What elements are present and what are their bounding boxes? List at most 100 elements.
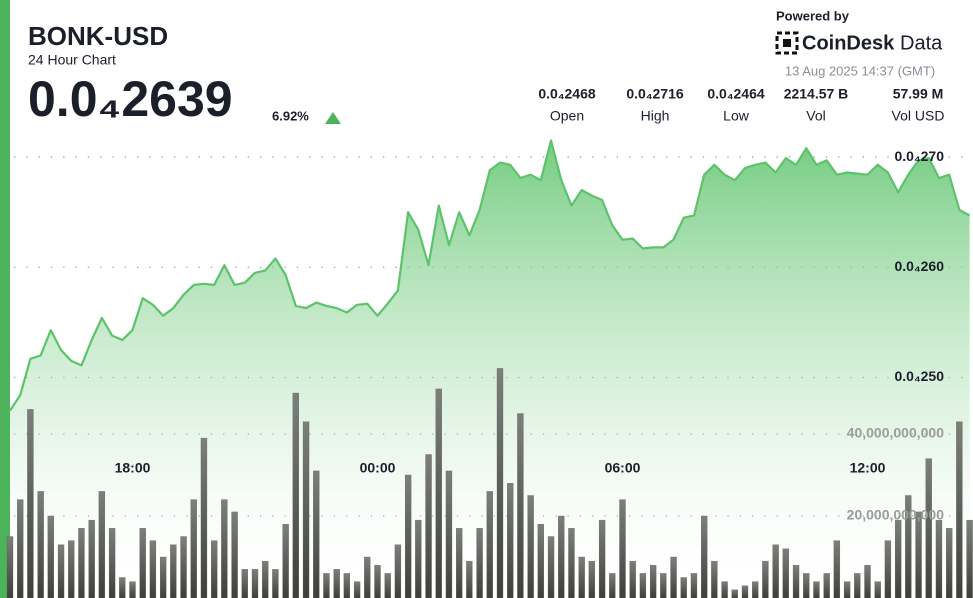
volume-bar: [272, 569, 279, 598]
volume-bar: [711, 560, 718, 598]
volume-bar: [864, 565, 871, 598]
volume-bar: [221, 499, 228, 598]
stat-label: Vol: [806, 108, 825, 124]
volume-bar: [956, 421, 963, 598]
powered-by: Powered by: [776, 8, 850, 23]
volume-bar: [78, 528, 85, 598]
volume-bar: [496, 368, 504, 598]
volume-bar: [68, 540, 75, 598]
volume-bar: [772, 544, 779, 598]
volume-bar: [568, 528, 575, 598]
volume-bar: [415, 519, 422, 598]
volume-bar: [721, 581, 728, 598]
volume-bar: [598, 519, 606, 598]
volume-bar: [262, 560, 269, 598]
volume-bar: [180, 536, 187, 598]
volume-bar: [313, 470, 320, 598]
volume-bar: [935, 519, 943, 598]
accent-bar: [0, 0, 10, 598]
stats: 0.0₄2468 Open 0.0₄2716 High 0.0₄2464 Low 2214.…: [538, 86, 944, 124]
stat-value: 0.0₄2716: [626, 86, 683, 102]
volume-bar: [251, 569, 259, 598]
volume-bar: [149, 540, 157, 598]
volume-bar: [925, 458, 932, 598]
volume-bar: [292, 392, 299, 598]
stat-value: 0.0₄2468: [538, 86, 595, 102]
volume-bar: [343, 573, 351, 598]
stat-value: 2214.57 B: [784, 86, 849, 102]
subtitle: 24 Hour Chart: [28, 52, 116, 68]
volume-bar: [639, 573, 647, 598]
volume-bar: [792, 565, 800, 598]
volume-bar: [394, 544, 402, 598]
volume-bar: [353, 581, 361, 598]
y-tick-label: 0.0₄250: [895, 368, 945, 384]
volume-bar: [466, 560, 473, 598]
volume-bar: [200, 437, 208, 598]
volume-bar: [517, 413, 524, 598]
volume-bar: [425, 454, 432, 598]
volume-bar: [231, 511, 238, 598]
stat-label: Low: [723, 108, 750, 124]
volume-bar: [588, 560, 596, 598]
volume-bar: [670, 556, 677, 598]
volume-bar: [108, 528, 116, 598]
volume-bar: [364, 556, 371, 598]
volume-bar: [537, 524, 544, 598]
volume-bar: [782, 548, 789, 598]
volume-bar: [37, 491, 44, 598]
volume-bar: [507, 483, 514, 598]
volume-bar: [323, 573, 330, 598]
volume-bar: [578, 556, 585, 598]
plot: 0.0₄250 0.0₄260 0.0₄270 20,000,000,000 40,00…: [6, 139, 973, 598]
volume-bar: [47, 515, 54, 598]
volume-bar: [946, 528, 953, 598]
volume-bar: [884, 540, 892, 598]
volume-bar: [547, 536, 555, 598]
volume-bar: [660, 573, 667, 598]
title: BONK-USD: [28, 21, 168, 51]
volume-bar: [752, 581, 759, 598]
volume-bar: [629, 560, 636, 598]
volume-bar: [333, 569, 340, 598]
volume-bar: [129, 581, 136, 598]
up-arrow: [325, 112, 341, 124]
volume-bar: [966, 519, 973, 598]
area: [10, 140, 970, 598]
y2-tick-label: 20,000,000,000: [847, 507, 945, 523]
volume-bar: [445, 470, 453, 598]
axis-labels: 0.0₄250 0.0₄260 0.0₄270 20,000,000,000 40,00…: [115, 148, 945, 523]
volume-bar: [27, 409, 34, 598]
volume-bar: [302, 421, 310, 598]
logo-icon: [775, 31, 799, 55]
volume-bar: [404, 474, 412, 598]
volume-bar: [680, 577, 687, 598]
volume-bar: [159, 556, 167, 598]
volume-bar: [119, 577, 126, 598]
stat-label: Open: [550, 108, 584, 124]
stat-label: Vol USD: [892, 108, 945, 124]
volume-bar: [649, 565, 657, 598]
volume-bar: [894, 519, 902, 598]
volume-bar: [211, 540, 218, 598]
volume-bar: [701, 515, 708, 598]
volume-bar: [98, 491, 106, 598]
volume-bar: [823, 573, 830, 598]
volume-bar: [619, 499, 626, 598]
stat-value: 57.99 M: [893, 86, 944, 102]
volume-bar: [170, 544, 177, 598]
volume-bar: [762, 560, 769, 598]
x-tick-label: 18:00: [115, 460, 151, 476]
y2-tick-label: 40,000,000,000: [847, 425, 945, 441]
volume-bar: [190, 499, 197, 598]
volume-bar: [456, 528, 463, 598]
volume-bar: [833, 540, 841, 598]
y-tick-label: 0.0₄270: [895, 148, 945, 164]
change: 6.92%: [272, 108, 309, 123]
volume-bar: [609, 573, 616, 598]
volume-bar: [139, 528, 146, 598]
volume-bar: [854, 573, 861, 598]
volume-bar: [803, 573, 810, 598]
volume-bar: [731, 589, 738, 598]
volume-bar: [435, 388, 442, 598]
